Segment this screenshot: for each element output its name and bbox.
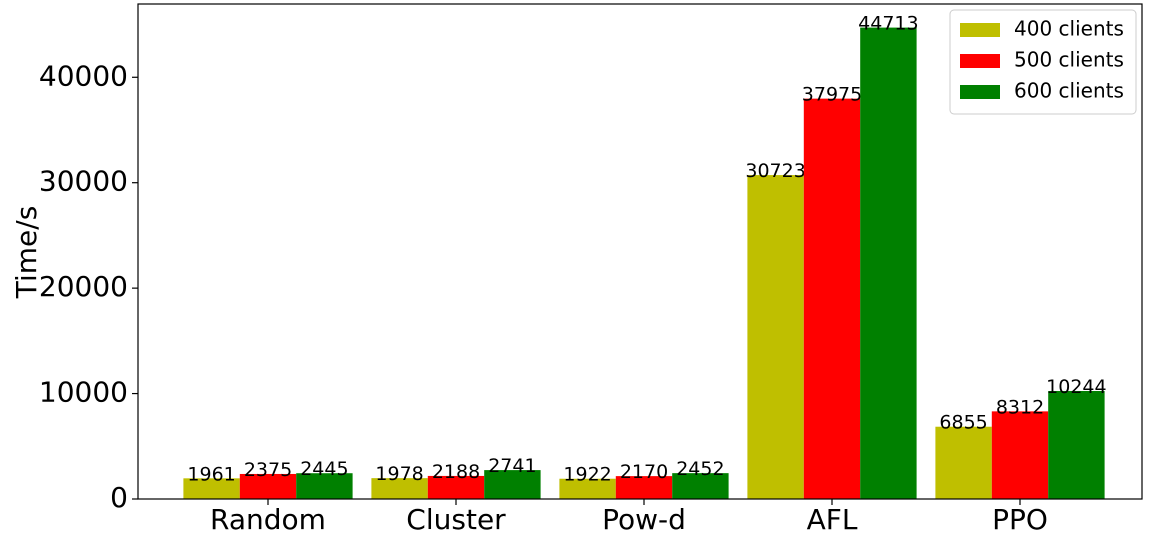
y-tick-label: 10000 [39,376,128,409]
bar [296,473,353,499]
value-label: 2188 [432,461,480,483]
bar [803,98,861,499]
legend-swatch [960,85,1000,99]
x-tick-label: Pow-d [602,503,686,534]
bar [371,478,428,499]
value-label: 2445 [300,458,348,480]
x-tick-label: Random [210,503,326,534]
legend-label: 400 clients [1014,17,1124,41]
bar [183,478,240,499]
x-tick-label: AFL [807,503,858,534]
value-label: 37975 [802,84,862,106]
value-label: 6855 [939,412,987,434]
bar [991,411,1049,499]
value-label: 1922 [563,464,611,486]
y-tick-label: 40000 [39,59,128,92]
legend-swatch [960,54,1000,68]
value-label: 8312 [996,396,1044,418]
value-label: 44713 [858,13,918,35]
y-tick-label: 20000 [39,270,128,303]
bar [615,476,673,499]
value-label: 1978 [375,463,423,485]
legend-swatch [960,23,1000,37]
bar [747,175,804,500]
bar [1048,390,1105,499]
value-label: 2452 [676,458,724,480]
bar [672,473,729,499]
value-label: 2741 [488,455,536,477]
legend-label: 500 clients [1014,48,1124,72]
x-tick-label: PPO [992,503,1048,534]
plot-frame [137,3,1143,500]
bar [559,478,616,499]
y-tick-label: 30000 [39,165,128,198]
bar [427,475,485,499]
x-tick-label: Cluster [406,503,506,534]
bar [239,473,297,499]
y-tick-label: 0 [110,481,128,514]
legend-label: 600 clients [1014,79,1124,103]
value-label: 2170 [620,461,668,483]
bar [484,470,541,499]
y-axis-label: Time/s [10,206,43,300]
value-label: 30723 [745,160,805,182]
value-label: 10244 [1046,376,1106,398]
bar [935,426,992,499]
value-label: 2375 [244,459,292,481]
bar [860,27,917,499]
value-label: 1961 [187,463,235,485]
